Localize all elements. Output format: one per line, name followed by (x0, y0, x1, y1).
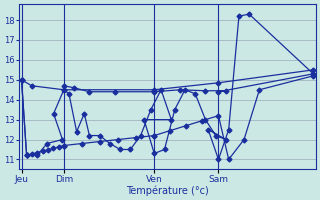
X-axis label: Température (°c): Température (°c) (126, 185, 209, 196)
